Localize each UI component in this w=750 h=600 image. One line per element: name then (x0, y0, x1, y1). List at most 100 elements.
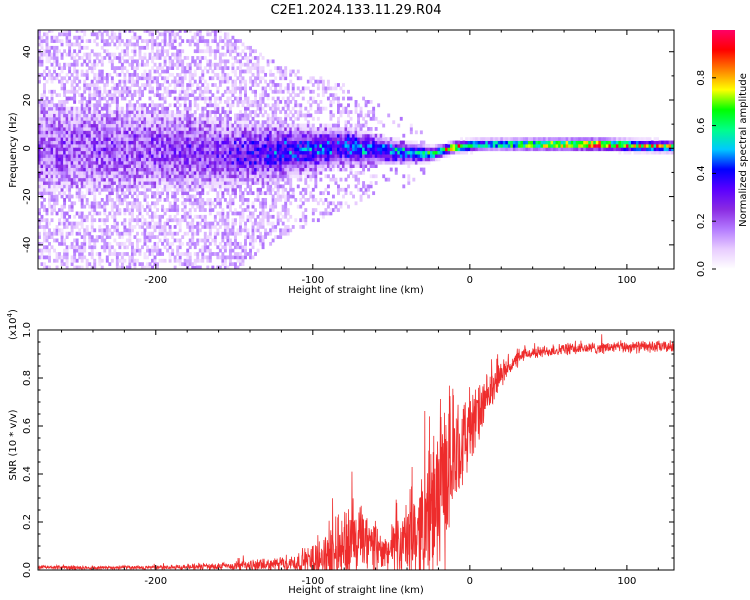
heatmap-cell (43, 150, 46, 155)
heatmap-cell (213, 143, 217, 148)
heatmap-cell (123, 72, 127, 77)
heatmap-cell (40, 39, 44, 43)
heatmap-cell (239, 52, 242, 57)
heatmap-cell (216, 143, 220, 148)
heatmap-cell (161, 204, 165, 209)
heatmap-cell (43, 133, 46, 138)
heatmap-cell (130, 62, 134, 67)
heatmap-cell (63, 116, 67, 121)
heatmap-cell (193, 177, 197, 182)
heatmap-cell (231, 140, 235, 145)
heatmap-cell (151, 157, 154, 162)
heatmap-cell (146, 174, 149, 179)
heatmap-cell (166, 157, 170, 162)
heatmap-cell (188, 187, 192, 192)
heatmap-cell (239, 181, 242, 185)
heatmap-cell (284, 147, 288, 152)
heatmap-cell (141, 245, 144, 250)
heatmap-cell (63, 62, 67, 67)
heatmap-cell (115, 137, 119, 141)
heatmap-cell (80, 62, 84, 67)
heatmap-cell (183, 123, 187, 128)
heatmap-cell (226, 143, 230, 148)
heatmap-cell (249, 120, 252, 125)
heatmap-cell (301, 140, 305, 145)
heatmap-cell (291, 170, 295, 175)
heatmap-cell (115, 127, 119, 131)
heatmap-cell (156, 103, 159, 108)
heatmap-cell (65, 225, 69, 229)
heatmap-cell (266, 184, 270, 189)
heatmap-cell (153, 262, 157, 267)
heatmap-cell (228, 184, 232, 189)
heatmap-cell (266, 211, 270, 216)
heatmap-cell (228, 255, 232, 260)
heatmap-cell (211, 69, 215, 74)
heatmap-cell (133, 218, 137, 223)
heatmap-cell (50, 231, 54, 236)
heatmap-cell (306, 79, 310, 84)
heatmap-cell (241, 113, 245, 118)
heatmap-cell (125, 103, 129, 108)
heatmap-cell (133, 204, 137, 209)
heatmap-cell (75, 30, 79, 33)
heatmap-cell (196, 255, 200, 260)
heatmap-cell (201, 170, 205, 175)
heatmap-cell (68, 191, 72, 196)
heatmap-cell (156, 221, 159, 226)
heatmap-cell (60, 123, 64, 128)
heatmap-cell (231, 191, 235, 196)
heatmap-cell (88, 174, 92, 179)
heatmap-cell (196, 258, 200, 263)
heatmap-cell (98, 140, 102, 145)
heatmap-cell (188, 164, 192, 169)
heatmap-cell (279, 211, 283, 216)
heatmap-cell (113, 127, 117, 131)
heatmap-cell (236, 170, 240, 175)
heatmap-cell (206, 181, 210, 185)
heatmap-cell (301, 218, 305, 223)
heatmap-cell (193, 160, 197, 165)
heatmap-cell (216, 123, 220, 128)
heatmap-cell (218, 83, 222, 87)
heatmap-cell (158, 133, 162, 138)
heatmap-cell (133, 32, 137, 37)
heatmap-cell (236, 45, 240, 50)
heatmap-cell (188, 194, 192, 199)
heatmap-cell (244, 56, 247, 60)
heatmap-cell (158, 49, 162, 54)
heatmap-cell (206, 198, 210, 202)
heatmap-cell (93, 167, 97, 172)
heatmap-cell (241, 140, 245, 145)
heatmap-cell (90, 181, 94, 185)
heatmap-cell (120, 140, 124, 145)
heatmap-cell (80, 72, 84, 77)
heatmap-cell (171, 72, 175, 77)
heatmap-cell (208, 157, 212, 162)
heatmap-cell (294, 164, 298, 169)
heatmap-cell (141, 62, 144, 67)
heatmap-cell (80, 150, 84, 155)
heatmap-cell (306, 150, 310, 155)
heatmap-cell (233, 96, 237, 101)
heatmap-cell (188, 62, 192, 67)
heatmap-cell (244, 252, 247, 256)
heatmap-cell (43, 174, 46, 179)
heatmap-cell (193, 89, 197, 94)
heatmap-cell (246, 231, 250, 236)
heatmap-cell (60, 211, 64, 216)
heatmap-cell (201, 245, 205, 250)
heatmap-cell (38, 174, 41, 179)
heatmap-cell (309, 143, 313, 148)
heatmap-cell (211, 157, 215, 162)
heatmap-cell (211, 83, 215, 87)
heatmap-cell (266, 113, 270, 118)
heatmap-cell (93, 32, 97, 37)
heatmap-cell (233, 127, 237, 131)
heatmap-cell (256, 150, 260, 155)
heatmap-cell (143, 228, 147, 233)
heatmap-cell (58, 116, 62, 121)
heatmap-cell (55, 35, 59, 40)
heatmap-cell (53, 167, 56, 172)
heatmap-cell (50, 89, 54, 94)
